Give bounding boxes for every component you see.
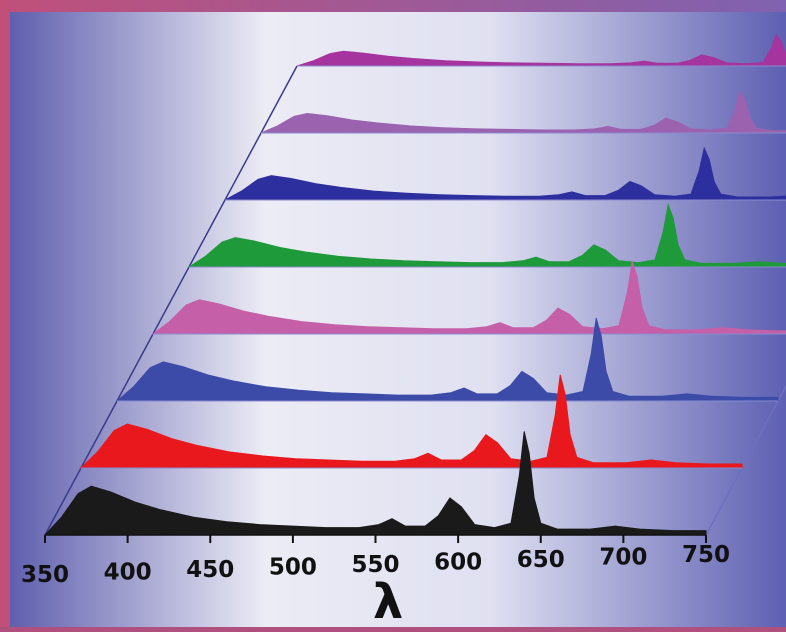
spectrum-series-8: [296, 33, 786, 67]
spectrum-series-4: [151, 261, 786, 335]
spectrum-series-5: [187, 202, 786, 268]
depth-edge-right: [705, 384, 786, 536]
spectrum-series-2: [79, 374, 743, 469]
x-tick-label-400: 400: [104, 560, 152, 586]
x-tick-label-500: 500: [269, 555, 317, 581]
spectrum-series-1: [43, 431, 707, 536]
spectrum-series-6: [224, 146, 786, 201]
depth-edge-left: [44, 65, 298, 536]
x-tick-label-550: 550: [351, 552, 399, 578]
x-axis: 350 400 450 500 550 600 650 700 750: [21, 534, 730, 588]
x-tick-label-750: 750: [682, 542, 730, 568]
spectrum-series-7: [260, 90, 786, 134]
spectrum-series-3: [115, 317, 779, 402]
x-tick-label-350: 350: [21, 562, 69, 588]
x-tick-label-650: 650: [517, 547, 565, 573]
x-axis-label: λ: [373, 574, 403, 627]
x-tick-label-600: 600: [434, 550, 482, 576]
x-tick-label-450: 450: [186, 557, 234, 583]
x-tick-label-700: 700: [599, 545, 647, 571]
